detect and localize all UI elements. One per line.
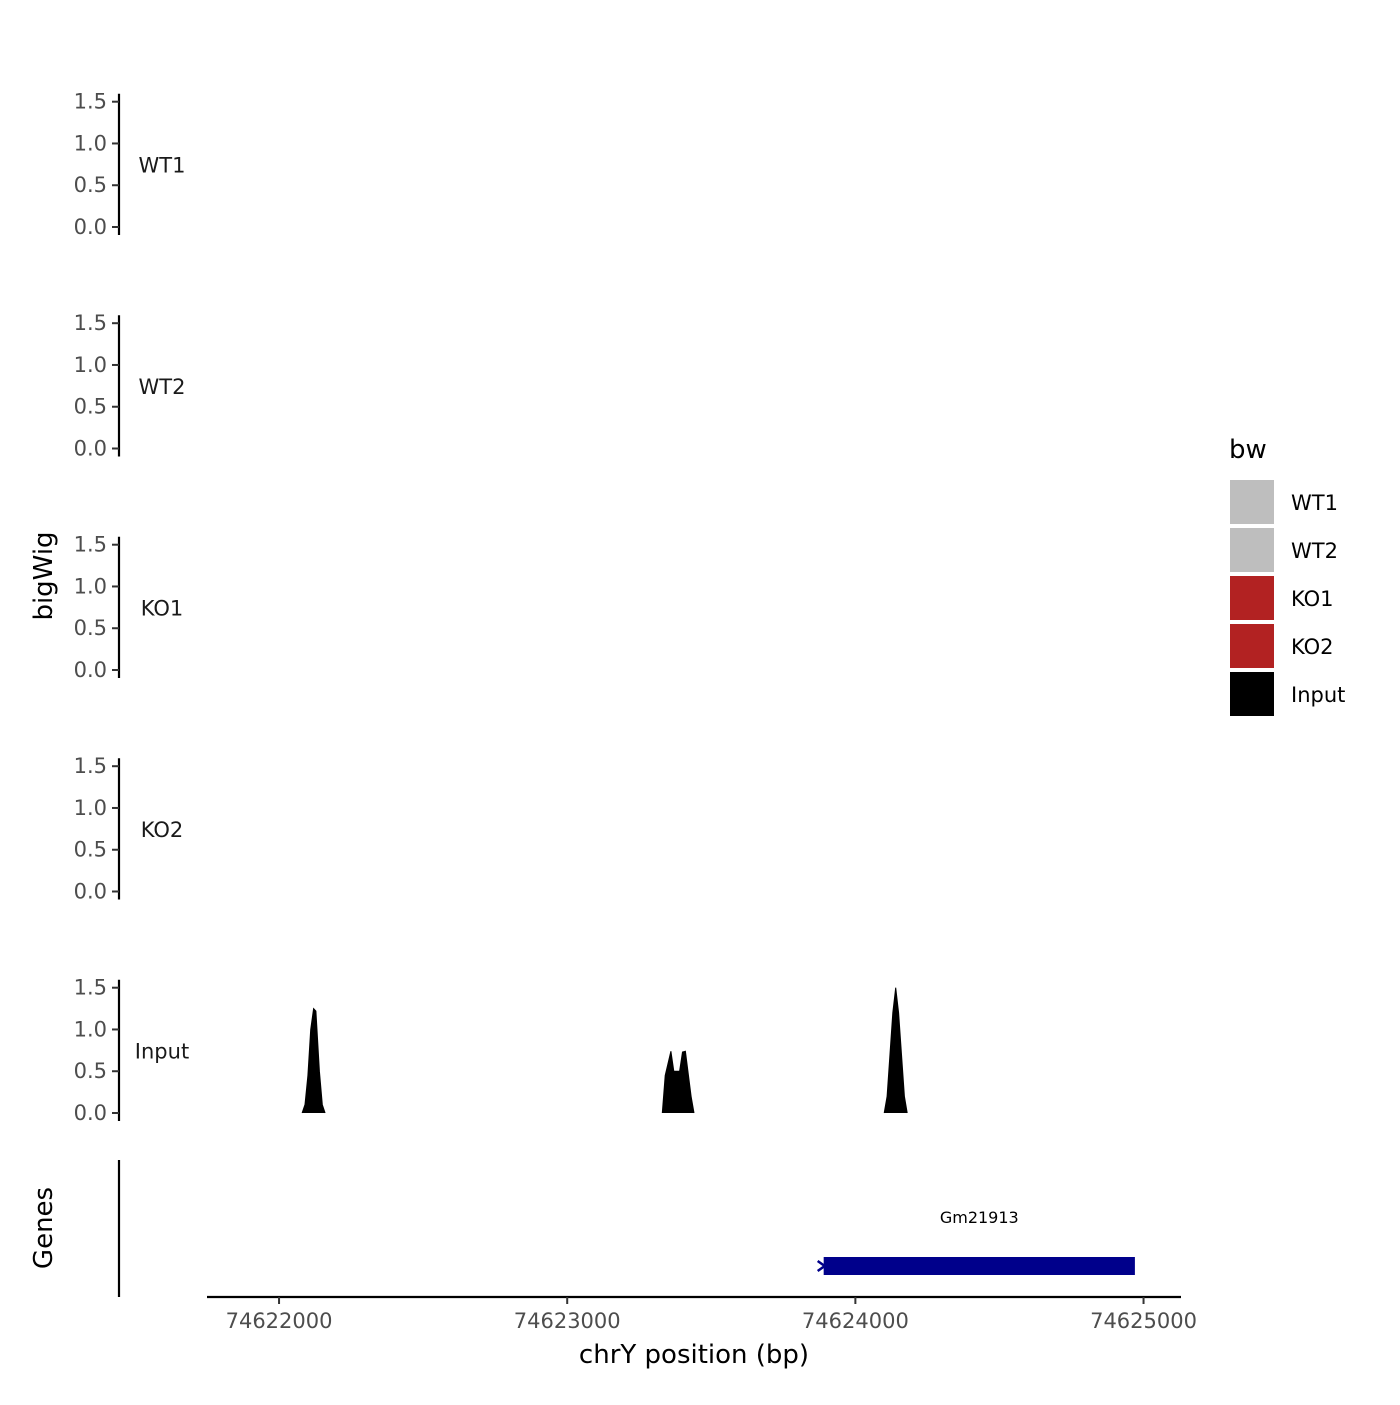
y-tick-label: 1.0: [74, 796, 107, 820]
legend-entry-ko2: KO2: [1230, 624, 1334, 668]
y-tick-label: 1.5: [74, 754, 107, 778]
y-tick-label: 1.0: [74, 574, 107, 598]
x-tick-label: 74623000: [514, 1309, 621, 1333]
legend-swatch: [1230, 576, 1274, 620]
legend-entry-input: Input: [1230, 672, 1345, 716]
legend-swatch: [1230, 672, 1274, 716]
y-tick-label: 0.0: [74, 1101, 107, 1125]
y-tick-label: 0.5: [74, 838, 107, 862]
legend-swatch: [1230, 528, 1274, 572]
legend: bw WT1 WT2 KO1 KO2 Input: [1229, 435, 1345, 716]
track-label: WT1: [139, 153, 186, 177]
gene-strand-arrow: [816, 1259, 827, 1273]
legend-entry-ko1: KO1: [1230, 576, 1334, 620]
y-tick-label: 1.0: [74, 131, 107, 155]
track-input: 0.0 0.5 1.0 1.5 Input: [74, 976, 908, 1125]
track-wt1: 0.0 0.5 1.0 1.5 WT1: [74, 90, 186, 239]
legend-title: bw: [1229, 435, 1267, 465]
gene-body: [823, 1257, 1135, 1275]
legend-label: Input: [1291, 683, 1345, 707]
legend-entry-wt1: WT1: [1230, 480, 1338, 524]
x-tick-label: 74624000: [802, 1309, 909, 1333]
y-tick-label: 1.5: [74, 90, 107, 114]
track-wt2: 0.0 0.5 1.0 1.5 WT2: [74, 311, 186, 460]
track-label: WT2: [139, 375, 186, 399]
x-axis: 74622000 74623000 74624000 74625000: [207, 1295, 1197, 1333]
legend-label: KO2: [1291, 635, 1334, 659]
y-tick-label: 0.5: [74, 173, 107, 197]
x-axis-title: chrY position (bp): [579, 1340, 809, 1370]
y-tick-label: 1.5: [74, 533, 107, 557]
tracks-layer: 0.0 0.5 1.0 1.5 WT1 0.0 0.5 1.0 1.5 WT2 0.0 0.5 1.0 1…: [74, 90, 908, 1125]
y-tick-label: 0.0: [74, 880, 107, 904]
y-tick-label: 1.5: [74, 311, 107, 335]
genes-axis-title: Genes: [29, 1187, 59, 1269]
legend-label: WT2: [1291, 539, 1338, 563]
y-tick-label: 1.0: [74, 353, 107, 377]
y-tick-label: 0.5: [74, 616, 107, 640]
genes-layer: Gm21913: [117, 1160, 1135, 1297]
legend-swatch: [1230, 624, 1274, 668]
track-label: KO2: [141, 818, 184, 842]
y-axis-title: bigWig: [29, 531, 59, 620]
y-tick-label: 0.5: [74, 1059, 107, 1083]
track-label: Input: [135, 1039, 189, 1063]
legend-label: WT1: [1291, 491, 1338, 515]
gene-gm21913: Gm21913: [816, 1208, 1135, 1275]
x-tick-label: 74625000: [1090, 1309, 1197, 1333]
legend-label: KO1: [1291, 587, 1334, 611]
y-tick-label: 0.0: [74, 437, 107, 461]
gene-label: Gm21913: [940, 1208, 1019, 1227]
track-ko1: 0.0 0.5 1.0 1.5 KO1: [74, 533, 184, 682]
y-tick-label: 0.5: [74, 395, 107, 419]
x-tick-label: 74622000: [226, 1309, 333, 1333]
track-ko2: 0.0 0.5 1.0 1.5 KO2: [74, 754, 184, 903]
y-tick-label: 0.0: [74, 658, 107, 682]
legend-entry-wt2: WT2: [1230, 528, 1338, 572]
track-label: KO1: [141, 596, 184, 620]
y-tick-label: 1.0: [74, 1017, 107, 1041]
signal-area-input: [301, 987, 908, 1114]
y-tick-label: 1.5: [74, 976, 107, 1000]
y-tick-label: 0.0: [74, 215, 107, 239]
legend-swatch: [1230, 480, 1274, 524]
